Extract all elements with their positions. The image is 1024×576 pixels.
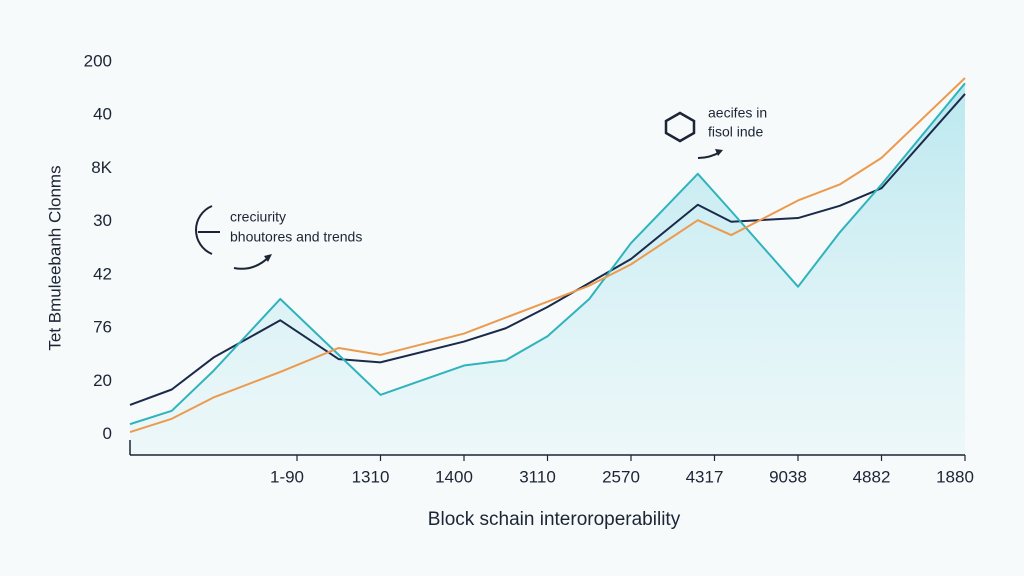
- y-tick-label: 8K: [91, 158, 112, 177]
- x-tick-label: 1310: [352, 467, 390, 486]
- x-tick-label: 1880: [936, 467, 974, 486]
- x-tick-label: 2570: [602, 467, 640, 486]
- y-tick-label: 30: [93, 211, 112, 230]
- y-tick-label: 76: [93, 318, 112, 337]
- series-line: [129, 82, 966, 426]
- annotation-icon: [195, 205, 213, 255]
- x-axis-title: Block schain interoroperability: [428, 509, 681, 530]
- x-tick-label: 3110: [519, 467, 556, 486]
- y-tick-label: 20: [93, 371, 112, 390]
- annotation: fisol inde: [708, 124, 763, 140]
- y-tick-label: 0: [103, 424, 112, 443]
- y-tick-label: 42: [93, 264, 112, 283]
- x-tick-label: 1-90: [270, 467, 304, 486]
- x-tick-label: 4882: [853, 467, 891, 486]
- annotation: creciurity: [230, 209, 286, 225]
- annotation-icon: [664, 111, 696, 143]
- annotation-arrow: [264, 254, 272, 262]
- area: [130, 83, 965, 455]
- annotation: aecifes in: [708, 105, 767, 121]
- annotation-arrow: [715, 149, 723, 156]
- annotation: bhoutores and trends: [230, 229, 362, 245]
- annotation-arrow: [233, 255, 271, 270]
- y-axis-title: Tet Bmuleebanh Clonms: [45, 165, 64, 350]
- x-tick-label: 4317: [686, 467, 724, 486]
- series-line: [129, 93, 966, 406]
- y-tick-label: 40: [93, 105, 112, 124]
- x-tick-label: 9038: [769, 467, 807, 486]
- x-tick-label: 1400: [435, 467, 473, 486]
- series-line: [129, 77, 966, 434]
- y-tick-label: 200: [84, 51, 112, 70]
